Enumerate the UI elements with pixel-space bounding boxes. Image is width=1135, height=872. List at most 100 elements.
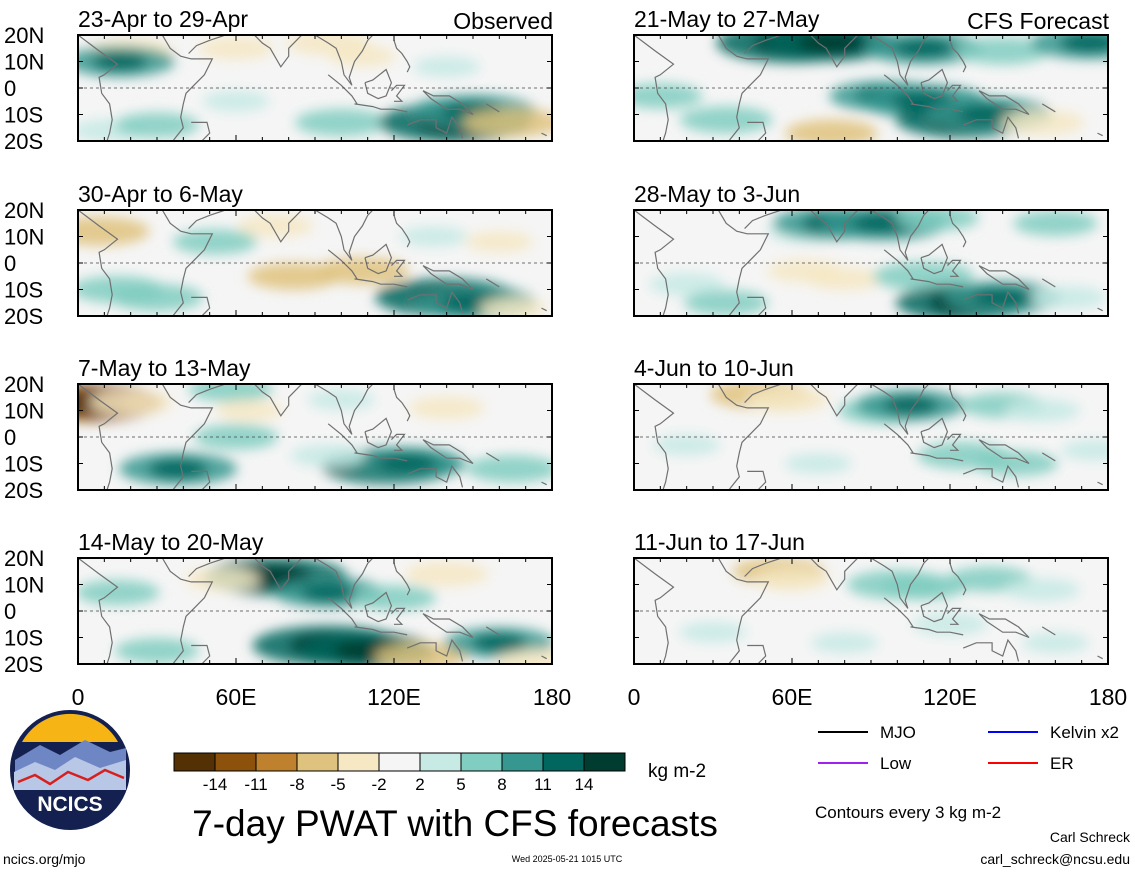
coastline	[393, 40, 411, 73]
anomaly-core	[973, 287, 1033, 308]
coastline	[717, 558, 770, 664]
coastline	[717, 210, 770, 316]
anomaly-field	[78, 35, 552, 141]
colorbar-swatch	[542, 752, 585, 772]
y-tick-label: 0	[4, 251, 16, 276]
legend: MJO Kelvin x2 Low ER	[818, 723, 1119, 773]
colorbar-units: kg m-2	[648, 761, 706, 782]
coastline	[634, 35, 675, 141]
coastline	[364, 68, 393, 100]
anomaly-blob	[496, 648, 552, 664]
coastline	[327, 74, 358, 105]
anomaly-blob	[294, 108, 388, 136]
coastline	[946, 433, 962, 451]
anomaly-blob	[351, 585, 437, 611]
anomaly-blob	[679, 106, 773, 134]
anomaly-blob	[881, 574, 966, 600]
coastline	[809, 210, 859, 243]
coastline	[390, 259, 406, 277]
coastline	[78, 384, 119, 490]
coastline	[744, 210, 782, 230]
colorbar-tick-label: -8	[289, 775, 304, 794]
map-panel: 21-May to 27-May	[633, 6, 1109, 142]
anomaly-blob	[679, 621, 747, 643]
coastline	[485, 278, 500, 288]
map-panel: 11-Jun to 17-Jun 0 60E 120E 180	[628, 529, 1128, 710]
anomaly-core	[148, 459, 208, 479]
anomaly-blob	[465, 231, 534, 253]
anomaly-field	[634, 384, 1108, 490]
website-link[interactable]: ncics.org/mjo	[3, 851, 86, 867]
coastline	[393, 215, 411, 248]
coastline	[390, 433, 406, 451]
anomaly-blob	[806, 267, 883, 291]
coastline	[364, 417, 393, 449]
coastline	[161, 558, 214, 664]
coastline	[188, 558, 226, 577]
coastline	[1097, 481, 1103, 486]
coastline	[634, 558, 675, 664]
anomaly-blob	[652, 434, 721, 456]
y-tick-label: 20N	[4, 198, 44, 223]
author-name: Carl Schreck	[1050, 829, 1131, 845]
anomaly-blob	[399, 225, 468, 248]
coastline	[883, 249, 914, 280]
anomaly-blob	[374, 642, 467, 664]
coastline	[870, 384, 930, 435]
y-tick-label: 10S	[4, 452, 43, 477]
colorbar-tick-label: 14	[575, 775, 594, 794]
anomaly-blob	[114, 638, 200, 664]
panel-date-label: 21-May to 27-May	[634, 6, 820, 32]
coastline	[485, 452, 500, 462]
coastline	[946, 84, 962, 102]
coastline	[161, 210, 214, 316]
anomaly-blob	[466, 455, 552, 483]
coastline	[327, 423, 358, 454]
coastline	[809, 35, 859, 68]
coastline	[744, 35, 782, 54]
coastline	[364, 243, 393, 275]
anomaly-blob	[88, 389, 173, 416]
coastline	[634, 210, 675, 316]
anomaly-field	[634, 558, 1103, 664]
coastline	[314, 384, 374, 435]
coastline	[253, 558, 303, 591]
y-tick-label: 10N	[4, 399, 44, 424]
anomaly-blob	[1000, 109, 1085, 136]
coastline	[978, 90, 1030, 116]
author-email: carl_schreck@ncsu.edu	[980, 851, 1130, 867]
anomaly-blob	[215, 399, 283, 422]
colorbar-tick-label: -14	[203, 775, 228, 794]
coastline	[327, 249, 358, 280]
coastline	[883, 423, 914, 454]
colorbar: -14 -11 -8 -5 -2 2 5 8 11 14	[173, 752, 626, 794]
coastline	[422, 613, 474, 639]
coastline	[870, 558, 930, 609]
x-tick-label: 0	[628, 684, 641, 710]
coastline	[78, 35, 119, 141]
anomaly-core	[377, 453, 437, 474]
y-tick-label: 20S	[4, 129, 43, 154]
ncics-logo: NCICS	[10, 710, 130, 830]
anomaly-blob	[634, 83, 703, 109]
coastline	[883, 74, 914, 105]
y-tick-label: 10N	[4, 50, 44, 75]
anomaly-core	[471, 633, 527, 653]
anomaly-core	[92, 52, 148, 71]
anomaly-blob	[478, 297, 547, 316]
coastline	[949, 563, 967, 596]
coastline	[946, 259, 962, 277]
coastline	[390, 84, 406, 102]
coastline	[406, 115, 464, 139]
coastline	[161, 384, 214, 490]
anomaly-blob	[307, 389, 376, 411]
coastline	[946, 607, 962, 625]
coastline	[910, 626, 964, 636]
colorbar-swatch	[501, 752, 544, 772]
coastline	[314, 35, 374, 86]
anomaly-blob	[408, 396, 485, 420]
panel-date-label: 14-May to 20-May	[78, 529, 264, 555]
